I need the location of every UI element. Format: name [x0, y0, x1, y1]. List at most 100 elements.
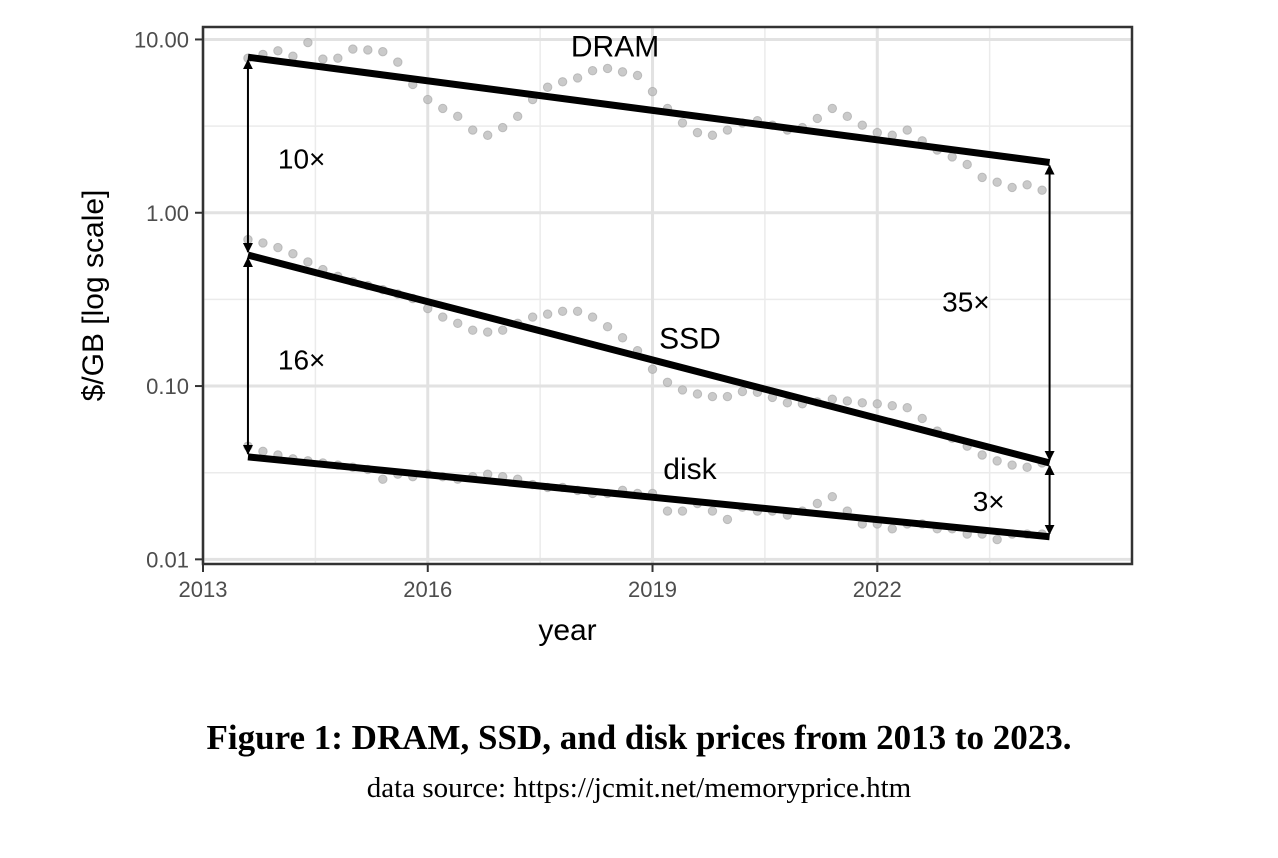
data-point-ssd [602, 322, 613, 332]
data-point-ssd [482, 327, 493, 337]
x-tick-label: 2016 [403, 577, 452, 602]
data-point-dram [677, 118, 688, 128]
data-point-dram [542, 82, 553, 92]
data-point-ssd [572, 306, 583, 316]
data-point-dram [722, 125, 733, 135]
y-tick-label: 0.10 [146, 374, 189, 399]
x-tick-label: 2019 [628, 577, 677, 602]
data-point-dram [812, 113, 823, 124]
data-point-ssd [707, 391, 718, 402]
data-point-dram [423, 94, 433, 105]
data-point-dram [827, 103, 838, 114]
data-point-disk [707, 506, 718, 516]
data-point-dram [902, 125, 912, 135]
data-point-dram [872, 127, 882, 138]
data-point-dram [363, 45, 373, 55]
data-point-ssd [617, 333, 628, 343]
data-point-disk [258, 446, 268, 457]
x-axis-title: year [538, 614, 596, 647]
data-point-dram [602, 63, 613, 74]
x-tick-label: 2022 [853, 577, 902, 602]
data-point-disk [887, 524, 897, 534]
x-tick-label: 2013 [179, 577, 228, 602]
data-point-ssd [273, 242, 283, 253]
data-point-disk [662, 506, 673, 516]
data-point-dram [1037, 185, 1047, 195]
data-point-ssd [677, 385, 688, 395]
data-point-dram [378, 46, 388, 57]
data-point-ssd [303, 257, 313, 267]
axes: 2013 2016 2019 2022 0.01 0.10 1.00 10.00 year $/G… [77, 27, 902, 647]
data-point-ssd [453, 318, 463, 329]
data-point-dram [707, 130, 718, 140]
data-point-ssd [497, 325, 508, 335]
data-point-ssd [288, 249, 298, 259]
data-point-ssd [827, 394, 838, 404]
data-point-ssd [438, 312, 448, 322]
data-point-disk [677, 506, 688, 516]
figure-caption: Figure 1: DRAM, SSD, and disk prices fro… [206, 718, 1072, 757]
data-point-ssd [782, 398, 793, 408]
data-point-ssd [542, 309, 553, 319]
data-point-ssd [1022, 462, 1032, 472]
data-point-dram [962, 159, 972, 170]
data-point-dram [692, 127, 703, 138]
data-point-disk [992, 534, 1002, 545]
data-point-dram [557, 77, 568, 87]
y-tick-label: 10.00 [134, 27, 189, 52]
data-point-dram [587, 66, 598, 76]
data-point-dram [468, 125, 478, 135]
ratio-label: 35× [942, 286, 990, 317]
series-label-disk: disk [663, 453, 717, 486]
data-point-ssd [857, 398, 867, 408]
data-point-dram [647, 86, 658, 97]
plot-border [201, 25, 1134, 566]
data-point-dram [1007, 182, 1017, 193]
data-point-ssd [587, 312, 598, 322]
ratio-arrows [242, 59, 1055, 535]
data-point-disk [827, 491, 838, 502]
data-point-dram [348, 44, 358, 54]
data-point-ssd [662, 377, 673, 388]
data-point-ssd [722, 391, 733, 402]
data-point-dram [333, 53, 343, 63]
data-point-disk [722, 514, 733, 525]
data-point-ssd [1007, 460, 1017, 470]
data-point-ssd [842, 396, 853, 406]
series-label-ssd: SSD [659, 322, 721, 355]
trend-line-ssd [247, 251, 1051, 467]
data-point-ssd [977, 450, 987, 460]
trend-lines [247, 53, 1051, 541]
data-point-ssd [902, 402, 912, 413]
data-point-dram [497, 122, 508, 133]
data-point-dram [572, 73, 583, 83]
data-point-dram [303, 37, 313, 48]
data-point-ssd [468, 325, 478, 335]
data-point-ssd [692, 389, 703, 399]
data-point-dram [947, 152, 957, 162]
data-point-dram [482, 130, 493, 140]
ratio-label: 3× [973, 486, 1005, 517]
data-point-dram [632, 70, 643, 81]
data-point-dram [977, 172, 987, 183]
data-point-ssd [887, 401, 897, 411]
series-label-dram: DRAM [571, 30, 659, 63]
data-point-dram [857, 120, 867, 130]
data-point-ssd [872, 399, 882, 409]
data-point-dram [512, 111, 523, 122]
grid-minor [203, 27, 1132, 564]
chart-labels: DRAM SSD disk 10× 16× 35× 3× [278, 30, 1005, 517]
data-point-dram [1022, 180, 1032, 190]
data-point-dram [842, 111, 853, 122]
data-point-dram [318, 54, 328, 64]
price-chart: 2013 2016 2019 2022 0.01 0.10 1.00 10.00 year $/G… [77, 25, 1134, 647]
data-point-ssd [917, 413, 927, 424]
y-tick-label: 1.00 [146, 201, 189, 226]
data-point-dram [992, 177, 1002, 187]
data-point-ssd [527, 312, 538, 322]
ratio-label: 16× [278, 344, 326, 375]
data-point-ssd [557, 306, 568, 316]
data-point-dram [438, 103, 448, 114]
trend-line-disk [247, 453, 1050, 541]
data-point-ssd [992, 456, 1002, 466]
